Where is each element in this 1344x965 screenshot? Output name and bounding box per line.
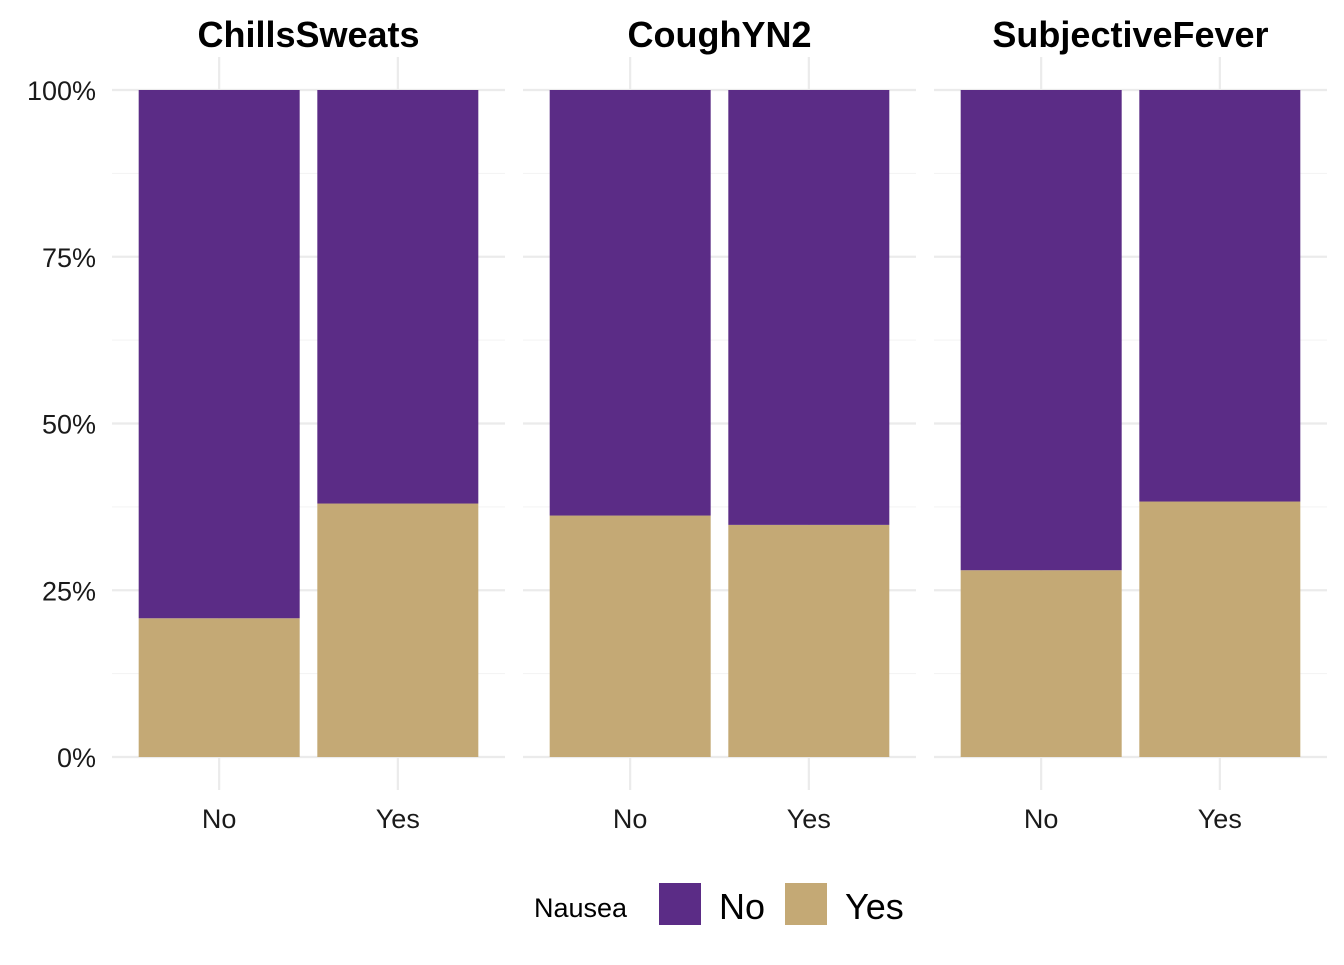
y-axis: 0% 25% 50% 75% 100%	[27, 76, 96, 773]
y-tick-label: 100%	[27, 76, 96, 106]
facet-title: CoughYN2	[628, 14, 812, 55]
bar-ChillsSweats-No-nausea-Yes	[138, 618, 300, 757]
x-tick-label: No	[613, 804, 648, 834]
facet-title: ChillsSweats	[197, 14, 419, 55]
bar-CoughYN2-No-nausea-Yes	[549, 515, 711, 757]
legend: Nausea No Yes	[534, 883, 904, 927]
facet-title: SubjectiveFever	[992, 14, 1268, 55]
bar-SubjectiveFever-No-nausea-Yes	[960, 570, 1122, 757]
bars-layer	[138, 90, 1301, 757]
legend-label-yes: Yes	[845, 886, 904, 927]
bar-CoughYN2-Yes-nausea-Yes	[728, 524, 890, 757]
x-tick-label: No	[1024, 804, 1059, 834]
bar-SubjectiveFever-Yes-nausea-Yes	[1139, 501, 1301, 757]
y-tick-label: 25%	[42, 576, 96, 606]
bar-CoughYN2-Yes-nausea-No	[728, 90, 890, 525]
bar-SubjectiveFever-No-nausea-No	[960, 90, 1122, 571]
bar-CoughYN2-No-nausea-No	[549, 90, 711, 516]
x-axis: No Yes No Yes No Yes	[202, 804, 1242, 834]
bar-SubjectiveFever-Yes-nausea-No	[1139, 90, 1301, 502]
facet-titles: ChillsSweats CoughYN2 SubjectiveFever	[197, 14, 1268, 55]
legend-swatch-no	[659, 883, 701, 925]
y-tick-label: 0%	[57, 743, 96, 773]
x-tick-label: Yes	[376, 804, 420, 834]
x-tick-label: Yes	[1198, 804, 1242, 834]
bar-ChillsSweats-Yes-nausea-Yes	[317, 503, 479, 757]
legend-label-no: No	[719, 886, 765, 927]
x-tick-label: No	[202, 804, 237, 834]
y-tick-label: 75%	[42, 243, 96, 273]
legend-title: Nausea	[534, 893, 628, 923]
x-tick-label: Yes	[787, 804, 831, 834]
y-tick-label: 50%	[42, 410, 96, 440]
legend-swatch-yes	[785, 883, 827, 925]
bar-ChillsSweats-No-nausea-No	[138, 90, 300, 619]
bar-ChillsSweats-Yes-nausea-No	[317, 90, 479, 504]
